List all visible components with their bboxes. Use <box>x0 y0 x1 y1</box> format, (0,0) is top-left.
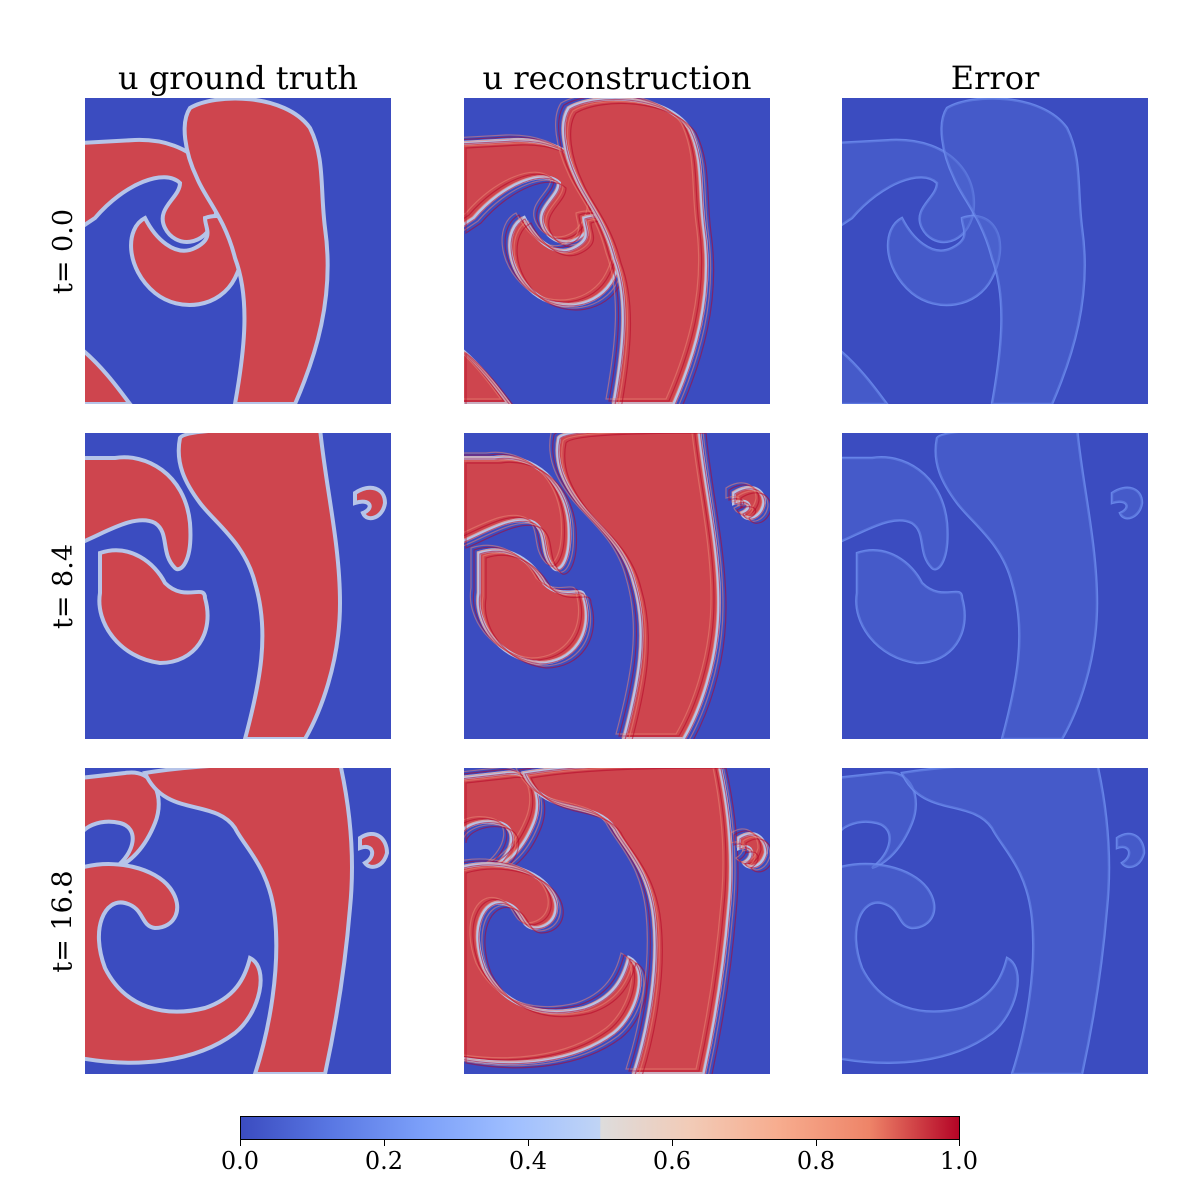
heatmap-recon-t1 <box>464 433 770 739</box>
error-region <box>842 352 887 404</box>
reconstruction-band <box>521 768 730 1074</box>
reconstruction-band <box>484 554 595 669</box>
reconstruction-band <box>740 492 770 524</box>
colorbar-tick-label: 0.2 <box>364 1147 404 1175</box>
reconstruction-band <box>555 433 718 739</box>
spiral-region <box>85 455 193 572</box>
reconstruction-band <box>481 552 592 667</box>
reconstruction-band <box>745 838 770 873</box>
heatmap-error-t1 <box>842 433 1148 739</box>
reconstruction-band <box>472 546 583 661</box>
spiral-region <box>353 485 388 521</box>
panel-error-t2 <box>842 768 1148 1074</box>
error-region <box>941 98 1085 404</box>
error-region <box>856 550 965 663</box>
error-region <box>842 772 916 868</box>
panel-error-t0 <box>842 98 1148 404</box>
spiral-region <box>85 862 263 1065</box>
reconstruction-band <box>530 768 739 1074</box>
error-region <box>842 457 948 570</box>
row-label-t1: t= 8.4 <box>47 543 79 629</box>
colorbar-tick <box>240 1140 241 1146</box>
panel-recon-t0 <box>464 98 770 404</box>
panel-recon-t1 <box>464 433 770 739</box>
reconstruction-band <box>515 768 724 1070</box>
reconstruction-band <box>570 102 715 404</box>
reconstruction-band <box>564 433 727 739</box>
error-region <box>842 864 1018 1063</box>
reconstruction-band <box>564 98 709 404</box>
reconstruction-band <box>464 353 503 400</box>
spiral-region <box>358 832 390 869</box>
reconstruction-band <box>558 98 703 402</box>
row-label-t2: t= 16.8 <box>47 869 79 973</box>
reconstruction-band <box>734 488 766 520</box>
column-title-reconstruction: u reconstruction <box>482 59 752 97</box>
heatmap-truth-t2 <box>85 768 391 1074</box>
panel-truth-t2 <box>85 768 391 1074</box>
reconstruction-band <box>518 768 727 1072</box>
reconstruction-band <box>475 548 586 663</box>
colorbar-tick <box>816 1140 817 1146</box>
error-region <box>842 139 974 242</box>
reconstruction-band <box>527 768 736 1074</box>
reconstruction-band <box>555 98 700 400</box>
error-region <box>902 768 1109 1074</box>
panel-truth-t1 <box>85 433 391 739</box>
colorbar-tick <box>528 1140 529 1146</box>
spiral-region <box>176 433 343 739</box>
error-region <box>935 433 1097 739</box>
heatmap-truth-t0 <box>85 98 391 404</box>
spiral-region <box>142 768 354 1074</box>
colorbar <box>240 1116 960 1140</box>
colorbar-tick-label: 0.4 <box>508 1147 548 1175</box>
reconstruction-band <box>561 98 706 404</box>
reconstruction-band <box>561 433 724 739</box>
error-region <box>1112 487 1142 519</box>
reconstruction-band <box>731 486 763 518</box>
spiral-region <box>182 98 330 404</box>
spiral-region <box>85 349 133 404</box>
colorbar-tick-label: 0.6 <box>652 1147 692 1175</box>
colorbar-tick-label: 1.0 <box>939 1147 979 1175</box>
panel-error-t1 <box>842 433 1148 739</box>
column-title-error: Error <box>950 59 1040 97</box>
reconstruction-band <box>465 461 578 575</box>
heatmap-recon-t2 <box>464 768 770 1074</box>
heatmap-error-t2 <box>842 768 1148 1074</box>
spiral-region <box>97 548 210 666</box>
colorbar-tick <box>959 1140 960 1146</box>
heatmap-truth-t1 <box>85 433 391 739</box>
reconstruction-band <box>478 550 589 665</box>
column-title-ground-truth: u ground truth <box>118 59 358 97</box>
error-region <box>888 216 1001 305</box>
reconstruction-band <box>524 768 733 1074</box>
reconstruction-band <box>464 352 506 402</box>
reconstruction-band <box>558 433 721 739</box>
reconstruction-band <box>552 433 715 737</box>
reconstruction-band <box>549 433 712 735</box>
colorbar-tick <box>672 1140 673 1146</box>
colorbar-tick-label: 0.0 <box>220 1147 260 1175</box>
panel-truth-t0 <box>85 98 391 404</box>
reconstruction-band <box>465 351 513 404</box>
colorbar-tick-label: 0.8 <box>796 1147 836 1175</box>
heatmap-error-t0 <box>842 98 1148 404</box>
row-label-t0: t= 0.0 <box>47 208 79 294</box>
heatmap-recon-t0 <box>464 98 770 404</box>
reconstruction-band <box>567 100 712 404</box>
reconstruction-band <box>737 490 769 522</box>
colorbar-tick <box>384 1140 385 1146</box>
reconstruction-band <box>465 868 648 1069</box>
panel-recon-t2 <box>464 768 770 1074</box>
error-region <box>1117 833 1144 867</box>
reconstruction-band <box>469 544 580 659</box>
